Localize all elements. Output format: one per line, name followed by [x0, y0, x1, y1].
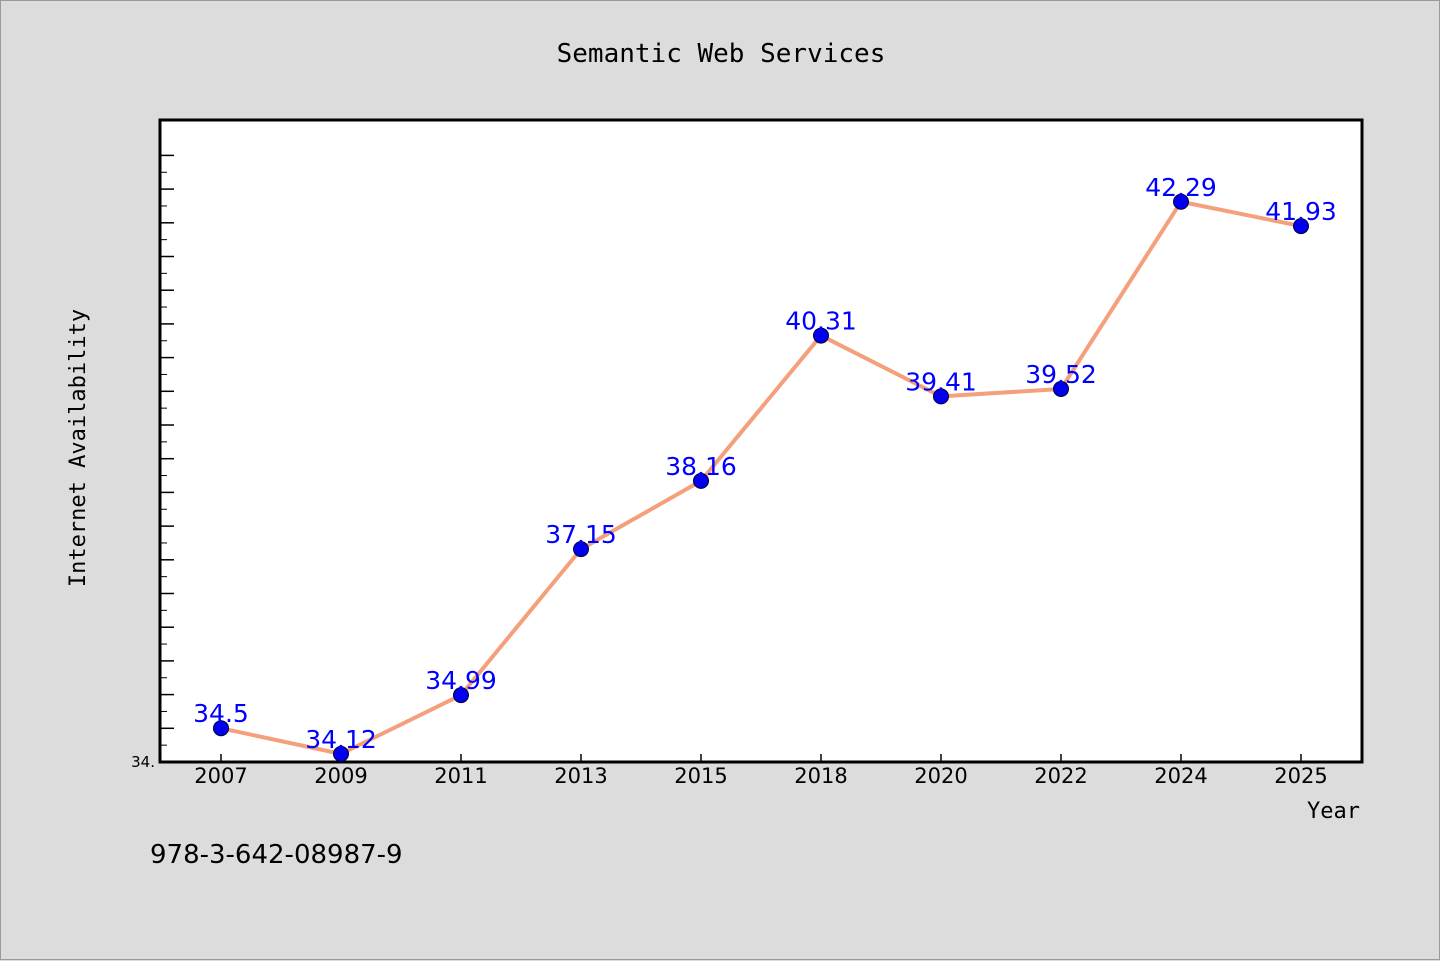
data-label: 34.5: [193, 699, 249, 728]
data-point: [573, 541, 589, 558]
data-point: [213, 720, 229, 737]
x-tick-label: 2013: [554, 764, 607, 788]
data-label: 40.31: [785, 307, 857, 336]
data-markers: [213, 193, 1309, 762]
data-label: 34.12: [305, 725, 377, 754]
x-tick-label: 2015: [674, 764, 727, 788]
x-tick-label: 2020: [914, 764, 967, 788]
data-label: 34.99: [425, 666, 497, 695]
data-point: [333, 745, 349, 762]
y-axis-label: Internet Availability: [66, 309, 91, 587]
x-tick-label: 2011: [434, 764, 487, 788]
x-tick-label: 2018: [794, 764, 847, 788]
data-label: 38.16: [665, 452, 737, 481]
data-point: [1053, 380, 1069, 397]
x-axis-ticks: 2007 2009 2011 2013 2015 2018 2020 2022 2024 2025: [194, 754, 1328, 788]
x-axis-label: Year: [1307, 799, 1360, 824]
data-label: 41.93: [1265, 197, 1337, 226]
x-tick-label: 2007: [194, 764, 247, 788]
x-tick-label: 2024: [1154, 764, 1207, 788]
data-label: 42.29: [1145, 173, 1217, 202]
data-label: 39.41: [905, 367, 977, 396]
series-line: [220, 199, 1302, 756]
data-label: 37.15: [545, 520, 617, 549]
data-point: [933, 388, 949, 405]
data-point: [1173, 193, 1189, 210]
data-point: [453, 687, 469, 704]
data-point: [813, 327, 829, 344]
plot-area: [158, 118, 1364, 764]
x-tick-label: 2025: [1274, 764, 1327, 788]
data-labels: 34.5 34.12 34.99 37.15 38.16 40.31 39.41 39.52 4…: [193, 173, 1337, 754]
x-tick-label: 2022: [1034, 764, 1087, 788]
y-axis-min-label: 34.: [131, 753, 155, 771]
data-label: 39.52: [1025, 360, 1097, 389]
data-point: [1293, 218, 1309, 235]
isbn-text: 978-3-642-08987-9: [150, 840, 403, 870]
y-axis-ticks: [160, 154, 174, 746]
data-point: [693, 472, 709, 489]
chart-title: Semantic Web Services: [557, 39, 886, 69]
x-tick-label: 2009: [314, 764, 367, 788]
